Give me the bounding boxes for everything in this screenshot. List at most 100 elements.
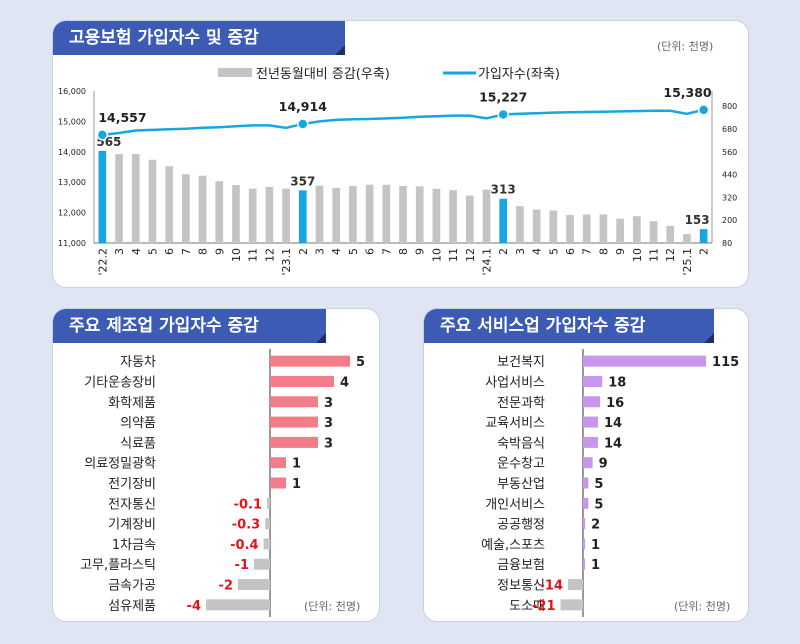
bar <box>232 185 240 243</box>
x-tick-label: 10 <box>230 248 243 262</box>
unit-label: (단위: 천명) <box>657 40 714 53</box>
left-axis-tick: 14,000 <box>58 148 86 157</box>
right-axis-tick: 680 <box>722 125 737 134</box>
legend-bar-swatch <box>218 68 252 77</box>
line-marker <box>697 104 710 116</box>
line-label: 14,914 <box>279 99 328 114</box>
subscribers-line <box>102 108 704 137</box>
bar <box>332 187 341 243</box>
bar <box>198 175 207 243</box>
bar <box>499 198 508 243</box>
x-tick-label: 11 <box>247 248 260 262</box>
unit-label: (단위: 천명) <box>674 600 731 613</box>
line-marker <box>497 108 509 121</box>
x-tick-label: 8 <box>197 248 210 255</box>
x-tick-label: 5 <box>347 248 360 255</box>
x-tick-label: '23.1 <box>280 248 293 276</box>
bar <box>98 150 107 243</box>
bar <box>683 234 691 243</box>
bar <box>549 210 558 243</box>
bar-label: 153 <box>685 213 710 227</box>
bar-label: 357 <box>290 174 315 188</box>
x-tick-label: 11 <box>447 248 460 262</box>
line-label: 15,227 <box>479 89 527 104</box>
panel-title: 주요 서비스업 가입자수 증감 <box>424 309 714 343</box>
right-axis-tick: 560 <box>722 148 737 157</box>
x-tick-label: 9 <box>213 248 226 255</box>
bar <box>265 186 274 243</box>
panel-title: 고용보험 가입자수 및 증감 <box>53 21 345 55</box>
x-tick-label: 11 <box>648 248 661 262</box>
legend-bar-label: 전년동월대비 증감(우축) <box>256 67 390 82</box>
bar <box>415 186 424 243</box>
bar <box>248 188 257 243</box>
bar <box>399 186 407 243</box>
unit-label: (단위: 천명) <box>304 600 361 613</box>
bar <box>632 216 641 243</box>
left-axis-tick: 13,000 <box>58 178 86 187</box>
bar <box>182 174 190 243</box>
x-tick-label: '22.2 <box>96 248 109 276</box>
left-axis-tick: 12,000 <box>58 209 86 218</box>
x-tick-label: 12 <box>464 248 477 262</box>
x-tick-label: 9 <box>414 248 427 255</box>
x-tick-label: 10 <box>631 248 644 262</box>
x-tick-label: 3 <box>313 248 326 255</box>
x-tick-label: 2 <box>698 248 711 255</box>
x-tick-label: 12 <box>664 248 677 262</box>
bar <box>315 185 324 243</box>
bar <box>616 218 624 243</box>
bar <box>365 184 374 243</box>
x-tick-label: 2 <box>297 248 310 255</box>
x-tick-label: 3 <box>113 248 126 255</box>
x-tick-label: 7 <box>180 248 193 255</box>
x-tick-label: 6 <box>163 248 176 255</box>
line-label: 14,557 <box>98 110 146 125</box>
line-label: 15,380 <box>663 85 712 100</box>
bar <box>382 184 391 243</box>
bar <box>165 166 174 243</box>
x-tick-label: '25.1 <box>681 248 694 276</box>
x-tick-label: 4 <box>531 248 544 255</box>
bar <box>148 159 157 243</box>
x-tick-label: 5 <box>547 248 560 255</box>
bar-label: 313 <box>491 183 516 197</box>
bar <box>282 188 290 243</box>
x-tick-label: 8 <box>597 248 610 255</box>
x-tick-label: 12 <box>263 248 276 262</box>
bar <box>432 188 441 243</box>
bar <box>482 189 491 243</box>
x-tick-label: 9 <box>614 248 627 255</box>
bar <box>465 195 474 243</box>
right-axis-tick: 800 <box>722 102 737 111</box>
bar <box>349 185 357 243</box>
x-tick-label: 10 <box>430 248 443 262</box>
bar <box>298 190 307 243</box>
x-tick-label: 5 <box>146 248 159 255</box>
bar <box>666 225 675 243</box>
x-tick-label: 3 <box>514 248 527 255</box>
x-tick-label: 4 <box>330 248 343 255</box>
panel-title: 주요 제조업 가입자수 증감 <box>53 309 326 343</box>
subscribers-chart: 전년동월대비 증감(우축) 가입자수(좌축) 11,000 12,000 13,00… <box>58 67 737 276</box>
x-tick-label: 8 <box>397 248 410 255</box>
legend-line-label: 가입자수(좌축) <box>478 67 560 82</box>
bar <box>131 154 140 243</box>
x-tick-label: 2 <box>497 248 510 255</box>
x-tick-label: 6 <box>364 248 377 255</box>
bar <box>532 209 541 243</box>
line-marker <box>96 129 109 141</box>
right-axis-tick: 80 <box>722 239 732 248</box>
right-axis-tick: 440 <box>722 171 737 180</box>
bar <box>215 181 224 243</box>
x-tick-label: 6 <box>564 248 577 255</box>
bar <box>566 215 574 243</box>
bar <box>599 214 608 243</box>
bar <box>649 221 658 243</box>
left-axis-tick: 16,000 <box>58 87 86 96</box>
services-panel: 주요 서비스업 가입자수 증감 (단위: 천명) <box>423 308 749 622</box>
left-axis-tick: 11,000 <box>58 239 86 248</box>
bar <box>516 206 524 243</box>
legend: 전년동월대비 증감(우축) 가입자수(좌축) <box>218 67 560 82</box>
line-marker <box>297 118 309 130</box>
